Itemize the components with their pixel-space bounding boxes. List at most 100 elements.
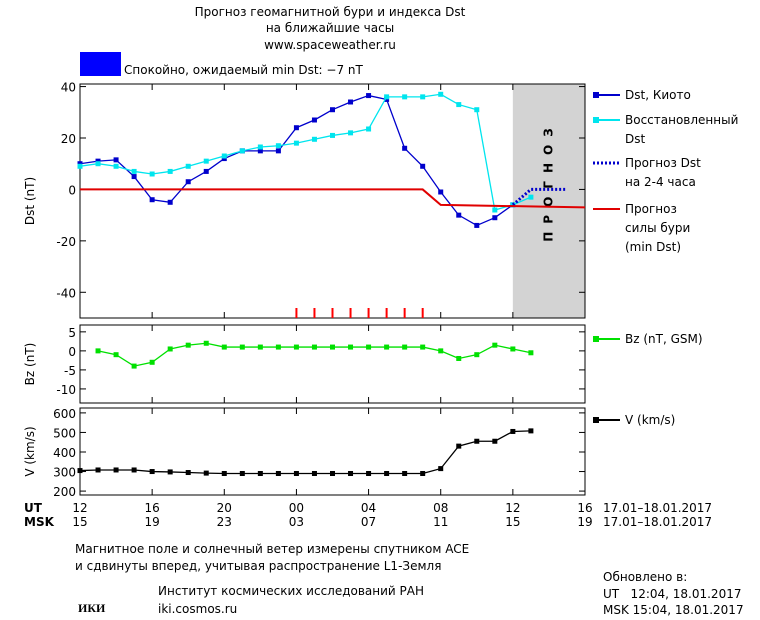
data-point	[149, 469, 155, 475]
data-point	[131, 168, 137, 174]
updated-msk: MSK 15:04, 18.01.2017	[603, 603, 744, 617]
data-point	[420, 94, 426, 100]
x2-tick-label: 15	[72, 515, 87, 529]
x-tick-label: 12	[72, 501, 87, 515]
data-point	[528, 194, 534, 200]
y-tick-label: 20	[61, 132, 76, 146]
legend-marker	[593, 117, 599, 123]
y-tick-label: 200	[53, 485, 76, 499]
data-point	[311, 344, 317, 350]
forecast-label: ПРОГНОЗ	[541, 120, 555, 241]
x2-tick-label: 23	[217, 515, 232, 529]
y-tick-label: -40	[56, 286, 76, 300]
data-point	[113, 467, 119, 473]
data-point	[492, 207, 498, 213]
data-point	[185, 179, 191, 185]
data-point	[275, 470, 281, 476]
institute: Институт космических исследований РАН	[158, 584, 424, 598]
y-tick-label: 400	[53, 446, 76, 460]
data-point	[131, 467, 137, 473]
x2-tick-label: 11	[433, 515, 448, 529]
data-point	[348, 470, 354, 476]
logo: ИКИ	[78, 601, 106, 615]
data-point	[77, 161, 83, 167]
title: Прогноз геомагнитной бури и индекса Dst	[195, 5, 466, 19]
y-tick-label: -20	[56, 235, 76, 249]
data-point	[221, 156, 227, 162]
x2-tick-label: 15	[505, 515, 520, 529]
data-point	[366, 93, 372, 99]
data-point	[203, 470, 209, 476]
subtitle: на ближайшие часы	[266, 21, 394, 35]
data-point	[221, 470, 227, 476]
legend-marker	[593, 417, 599, 423]
x2-tick-label: 03	[289, 515, 304, 529]
data-point	[275, 148, 281, 154]
data-point	[257, 144, 263, 150]
data-point	[149, 359, 155, 365]
data-point	[77, 163, 83, 169]
data-point	[492, 342, 498, 348]
data-point	[167, 346, 173, 352]
data-point	[311, 117, 317, 123]
data-point	[95, 158, 101, 164]
data-point	[131, 363, 137, 369]
data-point	[510, 428, 516, 434]
y-tick-label: -10	[56, 383, 76, 397]
data-point	[402, 344, 408, 350]
data-point	[257, 344, 263, 350]
x-row-label: UT	[24, 501, 43, 515]
legend-marker	[593, 92, 599, 98]
y-tick-label: -5	[64, 364, 76, 378]
series-line	[79, 93, 532, 211]
data-point	[293, 470, 299, 476]
data-point	[203, 340, 209, 346]
series-line	[80, 188, 586, 209]
data-point	[185, 163, 191, 169]
data-point	[95, 467, 101, 473]
data-point	[474, 352, 480, 358]
legend-label: Прогноз Dst на 2-4 часа	[625, 156, 701, 189]
data-point	[330, 344, 335, 350]
legend-label: V (km/s)	[625, 413, 675, 427]
forecast-region	[512, 84, 585, 318]
data-point	[113, 163, 119, 169]
data-point	[149, 171, 155, 177]
y-axis-label: Dst (nT)	[23, 177, 37, 225]
data-point	[438, 466, 444, 472]
y-tick-label: 40	[61, 81, 76, 95]
legend-label: Восстановленный Dst	[625, 113, 738, 146]
data-point	[167, 199, 173, 205]
data-point	[185, 470, 191, 476]
data-point	[438, 348, 444, 354]
data-point	[167, 469, 173, 475]
data-point	[293, 344, 299, 350]
data-point	[239, 344, 245, 350]
x-tick-label: 12	[505, 501, 520, 515]
data-point	[384, 96, 390, 102]
data-point	[438, 189, 444, 195]
data-point	[402, 94, 408, 100]
data-point	[113, 157, 119, 163]
data-point	[528, 350, 534, 356]
data-point	[330, 132, 335, 138]
footer-note: Магнитное поле и солнечный ветер измерен…	[75, 542, 469, 556]
data-point	[311, 136, 317, 142]
footer-note: и сдвинуты вперед, учитывая распростране…	[75, 559, 441, 573]
x2-tick-label: 07	[361, 515, 376, 529]
y-tick-label: 0	[68, 183, 76, 197]
status-indicator	[80, 52, 121, 76]
data-point	[239, 470, 245, 476]
data-point	[221, 344, 227, 350]
status-text: Спокойно, ожидаемый min Dst: −7 nT	[124, 63, 364, 77]
data-point	[384, 344, 390, 350]
data-point	[438, 91, 444, 97]
legend-label: Dst, Киото	[625, 88, 691, 102]
data-point	[221, 153, 227, 159]
data-point	[275, 344, 281, 350]
y-tick-label: 300	[53, 466, 76, 480]
site: iki.cosmos.ru	[158, 602, 237, 616]
y-tick-label: 0	[68, 345, 76, 359]
